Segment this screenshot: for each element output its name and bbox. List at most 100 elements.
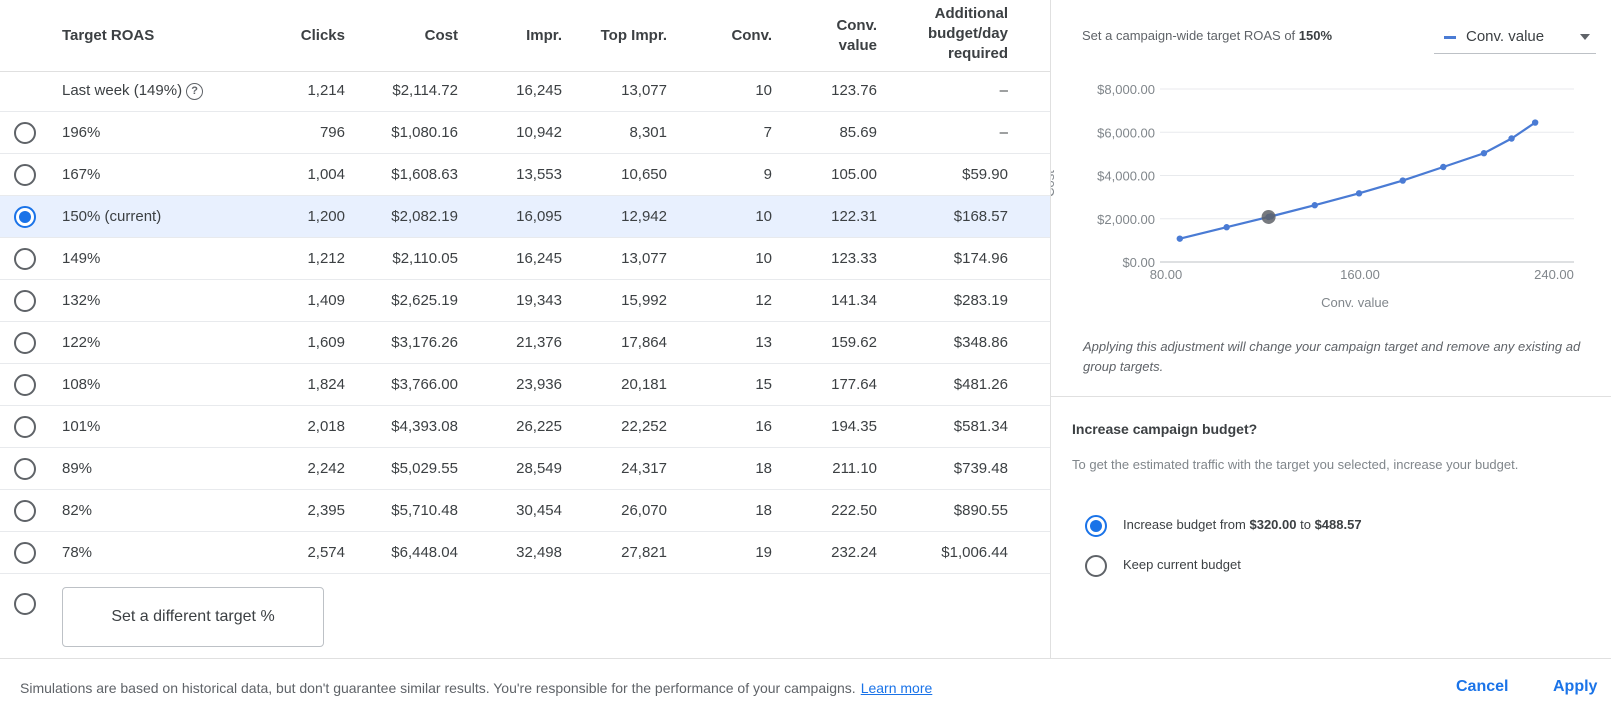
row-target-roas: 78%: [62, 544, 93, 561]
row-target-roas: 167%: [62, 166, 101, 183]
header-budget-line2: budget/day: [927, 25, 1008, 42]
y-tick-label: $8,000.00: [1097, 82, 1155, 97]
set-different-target-button[interactable]: Set a different target %: [62, 587, 324, 647]
data-point: [1311, 202, 1318, 209]
cancel-button[interactable]: Cancel: [1456, 678, 1509, 695]
row-conv: 15: [755, 376, 772, 393]
last-week-clicks: 1,214: [307, 82, 345, 99]
table-row[interactable]: 78% 2,574 $6,448.04 32,498 27,821 19 232.24 $1,…: [0, 532, 1050, 574]
row-clicks: 1,824: [307, 376, 345, 393]
row-conv-value: 232.24: [831, 544, 877, 561]
target-radio[interactable]: [14, 500, 36, 522]
target-radio[interactable]: [14, 374, 36, 396]
header-conv-value-line2: value: [838, 37, 877, 54]
row-conv: 18: [755, 502, 772, 519]
table-row[interactable]: 196% 796 $1,080.16 10,942 8,301 7 85.69 –: [0, 112, 1050, 154]
table-row[interactable]: 167% 1,004 $1,608.63 13,553 10,650 9 105.00 $59…: [0, 154, 1050, 196]
target-radio[interactable]: [14, 164, 36, 186]
header-target-roas: Target ROAS: [62, 27, 155, 44]
apply-button[interactable]: Apply: [1553, 678, 1598, 695]
table-row[interactable]: 108% 1,824 $3,766.00 23,936 20,181 15 177.64 $4…: [0, 364, 1050, 406]
row-impr: 23,936: [516, 376, 562, 393]
target-radio[interactable]: [14, 122, 36, 144]
series-dropdown[interactable]: Conv. value: [1434, 20, 1596, 54]
row-top-impr: 26,070: [621, 502, 667, 519]
row-impr: 13,553: [516, 166, 562, 183]
target-radio[interactable]: [14, 416, 36, 438]
table-row[interactable]: 149% 1,212 $2,110.05 16,245 13,077 10 123.33 $1…: [0, 238, 1050, 280]
panel-divider: [1050, 0, 1051, 658]
y-tick-label: $4,000.00: [1097, 169, 1155, 184]
row-budget: $283.19: [953, 292, 1008, 309]
row-top-impr: 13,077: [621, 250, 667, 267]
row-top-impr: 20,181: [621, 376, 667, 393]
simulation-table: Target ROAS Clicks Cost Impr. Top Impr. …: [0, 5, 1050, 647]
row-clicks: 1,200: [307, 208, 345, 225]
target-radio[interactable]: [14, 290, 36, 312]
table-row[interactable]: 82% 2,395 $5,710.48 30,454 26,070 18 222.50 $89…: [0, 490, 1050, 532]
header-conv-value: Conv. value: [836, 16, 877, 56]
learn-more-link[interactable]: Learn more: [860, 680, 933, 696]
row-conv-value: 122.31: [831, 208, 877, 225]
header-impr: Impr.: [526, 27, 562, 44]
row-conv: 19: [755, 544, 772, 561]
target-radio[interactable]: [14, 248, 36, 270]
disclaimer: Simulations are based on historical data…: [20, 680, 932, 696]
help-icon[interactable]: ?: [186, 82, 204, 100]
row-impr: 19,343: [516, 292, 562, 309]
row-impr: 32,498: [516, 544, 562, 561]
table-row[interactable]: 122% 1,609 $3,176.26 21,376 17,864 13 159.62 $3…: [0, 322, 1050, 364]
dropdown-arrow-icon: [1580, 34, 1590, 40]
table-row[interactable]: 150% (current) 1,200 $2,082.19 16,095 12,942…: [0, 196, 1050, 238]
custom-target-radio[interactable]: [14, 593, 36, 615]
target-radio[interactable]: [14, 206, 36, 228]
last-week-budget: –: [999, 82, 1008, 99]
row-target-roas: 150% (current): [62, 208, 162, 225]
header-top-impr: Top Impr.: [600, 27, 667, 44]
x-tick-label: 160.00: [1340, 267, 1380, 282]
series-swatch: [1444, 36, 1456, 39]
row-top-impr: 22,252: [621, 418, 667, 435]
row-cost: $2,082.19: [391, 208, 458, 225]
keep-budget-radio[interactable]: [1085, 555, 1107, 577]
table-row[interactable]: 132% 1,409 $2,625.19 19,343 15,992 12 141.34 $2…: [0, 280, 1050, 322]
row-conv: 16: [755, 418, 772, 435]
x-tick-label: 80.00: [1150, 267, 1183, 282]
section-divider: [1051, 396, 1611, 397]
increase-budget-radio[interactable]: [1085, 515, 1107, 537]
target-radio[interactable]: [14, 332, 36, 354]
row-cost: $6,448.04: [391, 544, 458, 561]
target-radio[interactable]: [14, 542, 36, 564]
data-point: [1440, 163, 1447, 171]
row-conv-value: 141.34: [831, 292, 877, 309]
chart-heading-value: 150%: [1298, 28, 1333, 43]
row-clicks: 796: [319, 124, 345, 141]
row-budget: $174.96: [953, 250, 1008, 267]
row-cost: $5,029.55: [391, 460, 458, 477]
chart-panel: Set a campaign-wide target ROAS of 150% …: [1051, 0, 1611, 658]
y-axis-title: Cost: [1051, 170, 1057, 197]
row-clicks: 1,609: [307, 334, 345, 351]
keep-budget-label: Keep current budget: [1123, 557, 1241, 572]
row-cost: $1,080.16: [391, 124, 458, 141]
last-week-conv: 10: [755, 82, 772, 99]
header-budget-line1: Additional: [934, 5, 1008, 22]
target-radio[interactable]: [14, 458, 36, 480]
increase-budget-prefix: Increase budget from: [1123, 517, 1246, 532]
y-tick-label: $0.00: [1122, 255, 1155, 270]
table-row[interactable]: 89% 2,242 $5,029.55 28,549 24,317 18 211.10 $73…: [0, 448, 1050, 490]
row-top-impr: 27,821: [621, 544, 667, 561]
last-week-label: Last week (149%)?: [62, 70, 204, 112]
row-conv: 10: [755, 208, 772, 225]
cost-vs-conv-value-chart: $0.00 $2,000.00 $4,000.00 $6,000.00 $8,000.0…: [1051, 82, 1574, 310]
row-clicks: 2,018: [307, 418, 345, 435]
row-target-roas: 82%: [62, 502, 93, 519]
series-dropdown-label: Conv. value: [1466, 28, 1545, 45]
last-week-text: Last week (149%): [62, 82, 183, 99]
row-impr: 28,549: [516, 460, 562, 477]
data-point: [1223, 224, 1230, 231]
budget-to-value: $488.57: [1314, 517, 1362, 532]
table-row[interactable]: 101% 2,018 $4,393.08 26,225 22,252 16 194.35 $5…: [0, 406, 1050, 448]
row-impr: 16,095: [516, 208, 562, 225]
row-conv: 12: [755, 292, 772, 309]
